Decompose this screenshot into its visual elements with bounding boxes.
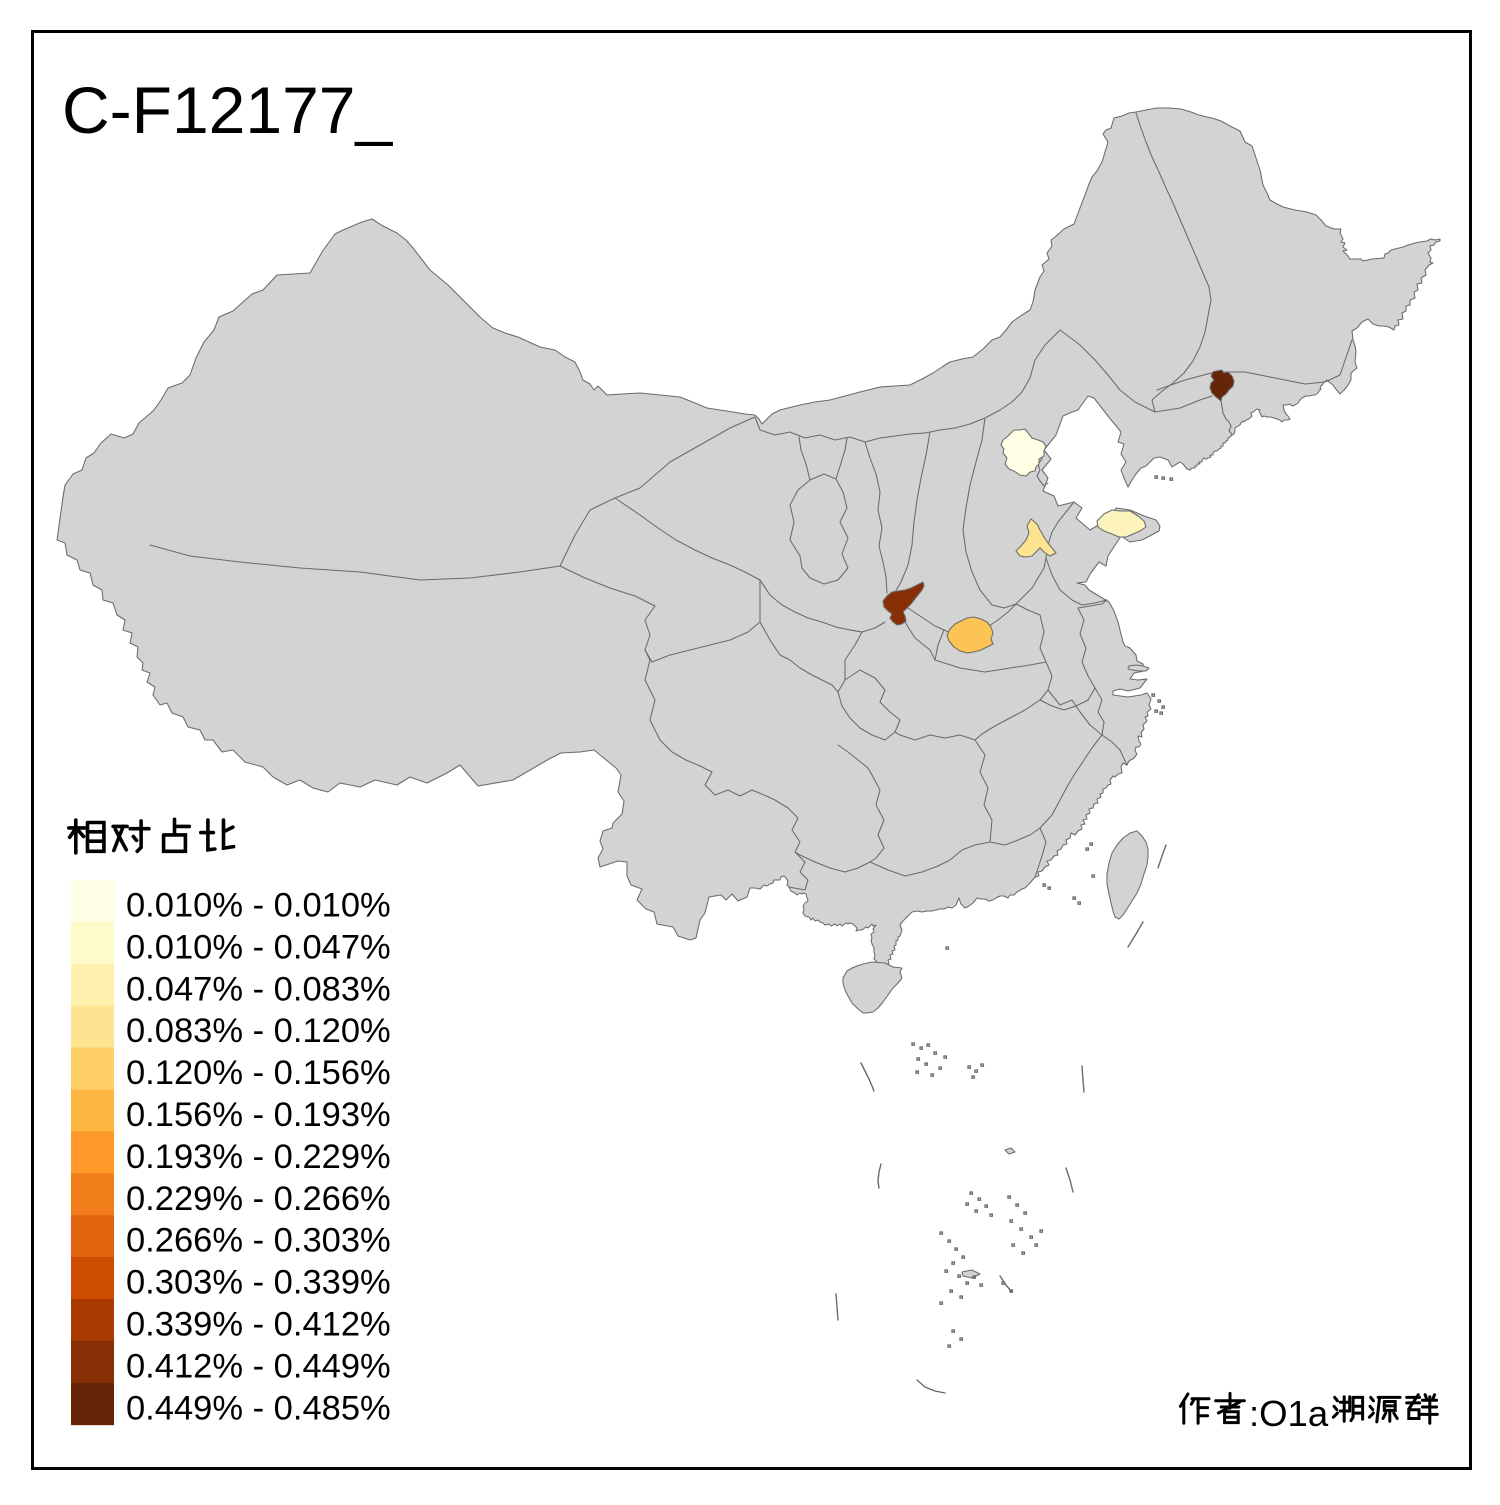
svg-text:0.412% - 0.449%: 0.412% - 0.449%: [126, 1347, 391, 1385]
svg-text:0.156% - 0.193%: 0.156% - 0.193%: [126, 1096, 391, 1134]
svg-text:0.266% - 0.303%: 0.266% - 0.303%: [126, 1222, 391, 1260]
svg-text:0.047% - 0.083%: 0.047% - 0.083%: [126, 970, 391, 1008]
svg-text:0.449% - 0.485%: 0.449% - 0.485%: [126, 1389, 391, 1427]
svg-text:0.229% - 0.266%: 0.229% - 0.266%: [126, 1180, 391, 1218]
svg-text:0.193% - 0.229%: 0.193% - 0.229%: [126, 1138, 391, 1176]
svg-text:0.010% - 0.010%: 0.010% - 0.010%: [126, 887, 391, 925]
svg-text:0.339% - 0.412%: 0.339% - 0.412%: [126, 1306, 391, 1344]
svg-text:0.303% - 0.339%: 0.303% - 0.339%: [126, 1264, 391, 1302]
svg-text:0.010% - 0.047%: 0.010% - 0.047%: [126, 928, 391, 966]
svg-text:0.120% - 0.156%: 0.120% - 0.156%: [126, 1054, 391, 1092]
svg-text:C-F12177_: C-F12177_: [62, 73, 393, 147]
svg-text::O1a: :O1a: [1249, 1393, 1329, 1434]
svg-text:0.083% - 0.120%: 0.083% - 0.120%: [126, 1012, 391, 1050]
